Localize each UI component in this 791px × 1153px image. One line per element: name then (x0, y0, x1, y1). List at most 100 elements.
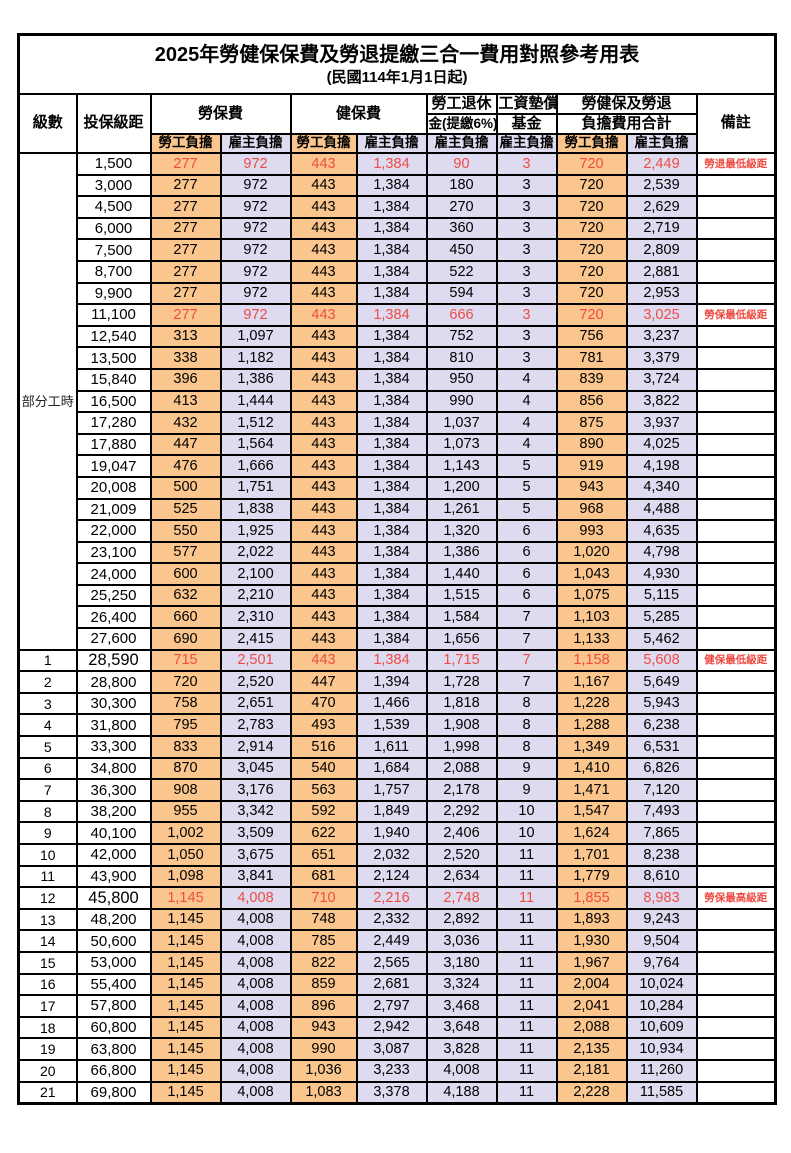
pension-employer-cell: 3,324 (425, 972, 498, 997)
health-employer-cell: 1,384 (355, 583, 428, 608)
pension-employer-cell: 1,143 (425, 454, 498, 478)
pension-employer-cell: 752 (425, 324, 498, 349)
bracket-cell: 42,000 (75, 843, 152, 867)
pension-employer-cell: 2,520 (425, 843, 498, 867)
level-cell: 7 (17, 778, 78, 802)
wage-fund-employer-cell: 11 (495, 1015, 558, 1040)
table-row: 13 48,200 1,145 4,008 748 2,332 2,892 11 1,893 9,… (17, 907, 777, 932)
labor-worker-cell: 577 (149, 540, 222, 565)
header-total-line1: 勞健保及勞退 (555, 93, 698, 115)
health-employer-cell: 1,384 (355, 303, 428, 327)
bracket-cell: 6,000 (75, 216, 152, 241)
total-employer-cell: 4,025 (625, 432, 698, 457)
table-row: 12 45,800 1,145 4,008 710 2,216 2,748 11 1,855 8,… (17, 886, 777, 910)
pension-employer-cell: 594 (425, 281, 498, 306)
bracket-cell: 7,500 (75, 238, 152, 262)
total-worker-cell: 993 (555, 519, 628, 543)
labor-worker-cell: 396 (149, 367, 222, 392)
labor-worker-cell: 1,145 (149, 972, 222, 997)
labor-worker-cell: 715 (149, 648, 222, 673)
table-row: 5 33,300 833 2,914 516 1,611 1,998 8 1,349 6,531 (17, 735, 777, 759)
labor-employer-cell: 972 (219, 173, 292, 198)
health-employer-cell: 1,384 (355, 454, 428, 478)
health-worker-cell: 443 (289, 389, 358, 414)
remark-cell (695, 821, 777, 845)
labor-employer-cell: 2,310 (219, 605, 292, 630)
total-worker-cell: 1,547 (555, 799, 628, 824)
table-row: 8 38,200 955 3,342 592 1,849 2,292 10 1,547 7,493 (17, 799, 777, 824)
health-worker-cell: 443 (289, 519, 358, 543)
total-worker-cell: 1,471 (555, 778, 628, 802)
table-row: 17 57,800 1,145 4,008 896 2,797 3,468 11 2,041 10… (17, 994, 777, 1018)
bracket-cell: 34,800 (75, 756, 152, 781)
wage-fund-employer-cell: 3 (495, 346, 558, 370)
wage-fund-employer-cell: 6 (495, 583, 558, 608)
pension-employer-cell: 1,728 (425, 670, 498, 694)
pension-employer-cell: 1,320 (425, 519, 498, 543)
health-employer-cell: 1,384 (355, 389, 428, 414)
bracket-cell: 60,800 (75, 1015, 152, 1040)
header-bracket: 投保級距 (75, 93, 152, 154)
remark-cell (695, 497, 777, 522)
header-remark: 備註 (695, 93, 777, 154)
health-worker-cell: 710 (289, 886, 358, 910)
total-employer-cell: 6,531 (625, 735, 698, 759)
labor-employer-cell: 4,008 (219, 994, 292, 1018)
labor-employer-cell: 1,666 (219, 454, 292, 478)
labor-worker-cell: 758 (149, 691, 222, 716)
bracket-cell: 24,000 (75, 562, 152, 586)
total-worker-cell: 919 (555, 454, 628, 478)
health-worker-cell: 822 (289, 950, 358, 975)
table-row: 6 34,800 870 3,045 540 1,684 2,088 9 1,410 6,826 (17, 756, 777, 781)
total-worker-cell: 2,041 (555, 994, 628, 1018)
table-row: 21,009 525 1,838 443 1,384 1,261 5 968 4,488 (19, 497, 777, 522)
total-worker-cell: 1,701 (555, 843, 628, 867)
wage-fund-employer-cell: 10 (495, 799, 558, 824)
total-employer-cell: 7,120 (625, 778, 698, 802)
wage-fund-employer-cell: 9 (495, 778, 558, 802)
wage-fund-employer-cell: 7 (495, 605, 558, 630)
labor-worker-cell: 1,145 (149, 1015, 222, 1040)
pension-employer-cell: 2,748 (425, 886, 498, 910)
total-worker-cell: 875 (555, 411, 628, 435)
pension-employer-cell: 2,088 (425, 756, 498, 781)
remark-cell (695, 238, 777, 262)
table-row: 24,000 600 2,100 443 1,384 1,440 6 1,043 4,930 (19, 562, 777, 586)
level-cell: 15 (17, 950, 78, 975)
labor-employer-cell: 4,008 (219, 1015, 292, 1040)
health-worker-cell: 943 (289, 1015, 358, 1040)
health-employer-cell: 2,032 (355, 843, 428, 867)
labor-employer-cell: 2,210 (219, 583, 292, 608)
wage-fund-employer-cell: 3 (495, 195, 558, 219)
remark-cell (695, 1015, 777, 1040)
labor-employer-cell: 4,008 (219, 1080, 292, 1105)
table-row: 23,100 577 2,022 443 1,384 1,386 6 1,020 4,798 (19, 540, 777, 565)
health-employer-cell: 2,216 (355, 886, 428, 910)
health-worker-cell: 516 (289, 735, 358, 759)
health-worker-cell: 470 (289, 691, 358, 716)
wage-fund-employer-cell: 6 (495, 519, 558, 543)
total-employer-cell: 10,284 (625, 994, 698, 1018)
total-employer-cell: 2,719 (625, 216, 698, 241)
table-row: 11 43,900 1,098 3,841 681 2,124 2,634 11 1,779 8,… (17, 864, 777, 889)
labor-employer-cell: 972 (219, 259, 292, 284)
total-worker-cell: 2,228 (555, 1080, 628, 1105)
total-employer-cell: 4,340 (625, 475, 698, 500)
bracket-cell: 17,880 (75, 432, 152, 457)
wage-fund-employer-cell: 11 (495, 907, 558, 932)
total-worker-cell: 720 (555, 195, 628, 219)
level-cell: 21 (17, 1080, 78, 1105)
labor-employer-cell: 3,045 (219, 756, 292, 781)
total-employer-cell: 2,953 (625, 281, 698, 306)
total-employer-cell: 4,798 (625, 540, 698, 565)
wage-fund-employer-cell: 3 (495, 173, 558, 198)
pension-employer-cell: 1,908 (425, 713, 498, 738)
pension-employer-cell: 1,037 (425, 411, 498, 435)
wage-fund-employer-cell: 4 (495, 367, 558, 392)
level-cell: 4 (17, 713, 78, 738)
table-row: 4,500 277 972 443 1,384 270 3 720 2,629 (19, 195, 777, 219)
bracket-cell: 33,300 (75, 735, 152, 759)
total-worker-cell: 1,043 (555, 562, 628, 586)
labor-employer-cell: 3,509 (219, 821, 292, 845)
labor-employer-cell: 4,008 (219, 1058, 292, 1083)
